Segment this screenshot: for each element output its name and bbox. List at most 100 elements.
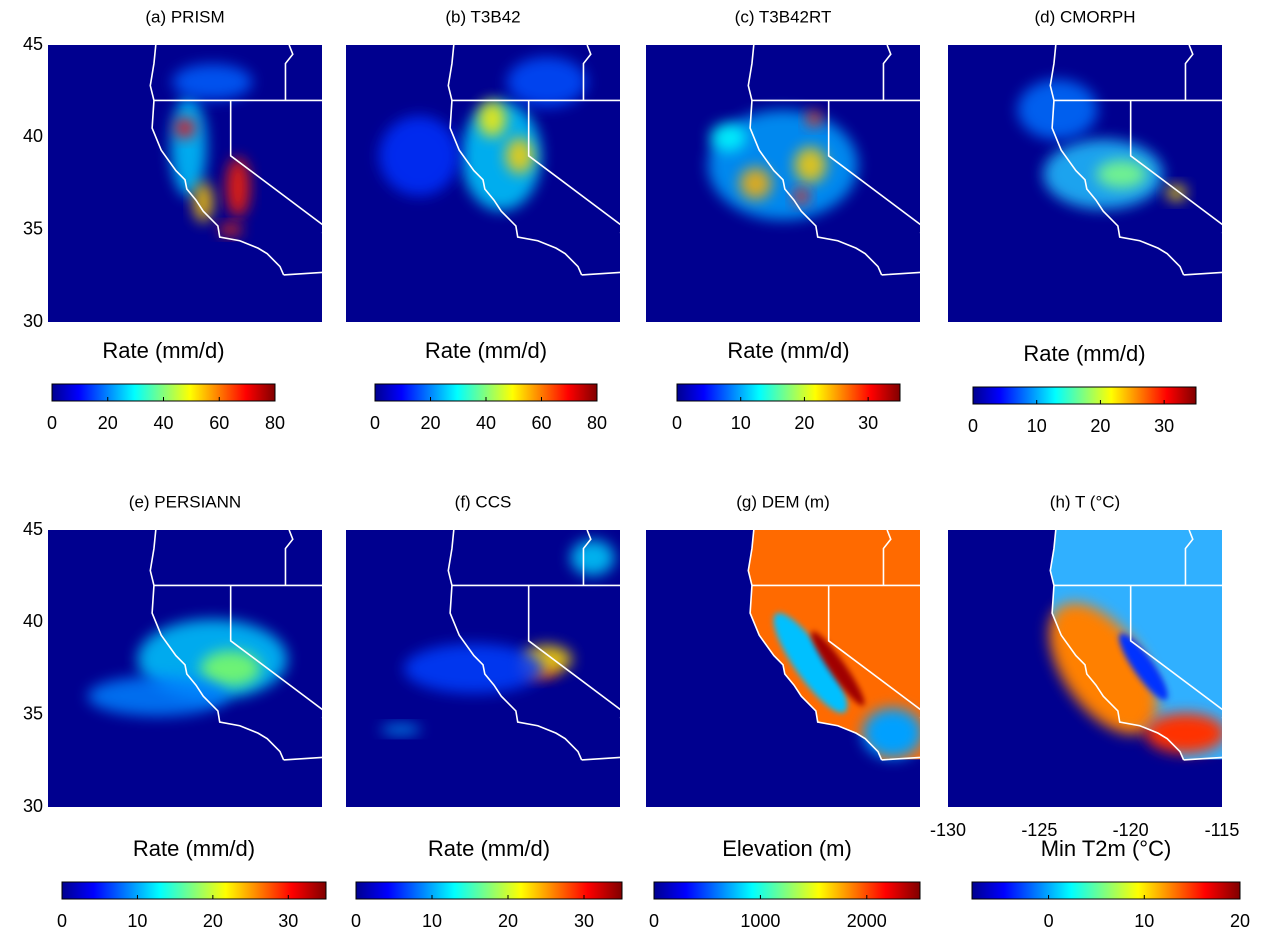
y-tick-label: 35 — [23, 703, 43, 723]
colorbar-tick-label: 80 — [265, 413, 285, 433]
colorbar-tick-label: 0 — [351, 911, 361, 931]
colorbar-tick-label: 20 — [203, 911, 223, 931]
rain-field — [226, 157, 250, 217]
map-panel: (c) T3B42RT Rate (mm/d) 0 10 20 30 — [646, 7, 929, 432]
colorbar-tick-label: 10 — [1027, 416, 1047, 436]
map-panel: (e) PERSIANN 45 40 35 30 Rate (mm/d) 0 10 20 30 — [23, 492, 331, 930]
colorbar-label: Elevation (m) — [722, 836, 852, 861]
map-image — [346, 512, 629, 807]
x-tick-label: -130 — [930, 820, 966, 840]
map-image — [948, 512, 1240, 807]
colorbar-tick-label: 20 — [98, 413, 118, 433]
panel-title: (g) DEM (m) — [736, 492, 829, 511]
map-panel: (g) DEM (m) Elevation (m) 0 1000 2000 — [646, 492, 938, 930]
rain-field — [740, 168, 772, 200]
rain-field — [404, 644, 544, 694]
y-tick-label: 45 — [23, 34, 43, 54]
rain-field — [507, 57, 587, 107]
y-tick-label: 45 — [23, 519, 43, 539]
colorbar — [972, 882, 1240, 899]
colorbar-tick-label: 10 — [422, 911, 442, 931]
y-tick-label: 40 — [23, 126, 43, 146]
y-tick-label: 30 — [23, 311, 43, 331]
colorbar-tick-label: 20 — [498, 911, 518, 931]
map-image — [48, 512, 331, 807]
rain-field — [381, 724, 421, 734]
colorbar-tick-label: 40 — [476, 413, 496, 433]
map-image — [646, 27, 929, 322]
colorbar-label: Rate (mm/d) — [102, 338, 224, 363]
map-panel: (d) CMORPH Rate (mm/d) 0 10 20 30 — [948, 7, 1231, 435]
colorbar-tick-label: 20 — [1230, 911, 1250, 931]
colorbar-tick-label: 20 — [420, 413, 440, 433]
rain-field — [219, 224, 243, 236]
colorbar — [62, 882, 326, 899]
rain-field — [478, 101, 506, 137]
colorbar-tick-label: 20 — [794, 413, 814, 433]
x-tick-label: -115 — [1205, 820, 1240, 840]
map-image — [646, 512, 938, 807]
map-panel: (b) T3B42 Rate (mm/d) 0 20 40 60 80 — [346, 7, 629, 432]
colorbar-tick-label: 30 — [278, 911, 298, 931]
colorbar-tick-label: 40 — [153, 413, 173, 433]
rain-field — [379, 116, 459, 196]
colorbar-tick-label: 10 — [127, 911, 147, 931]
rain-field — [710, 123, 746, 151]
colorbar-tick-label: 1000 — [740, 911, 780, 931]
map-panel: (f) CCS Rate (mm/d) 0 10 20 30 — [346, 492, 629, 930]
map-image — [948, 27, 1231, 322]
rain-field — [88, 676, 228, 716]
colorbar-tick-label: 80 — [587, 413, 607, 433]
colorbar-tick-label: 2000 — [847, 911, 887, 931]
colorbar-tick-label: 30 — [574, 911, 594, 931]
colorbar — [677, 384, 900, 401]
map-image — [48, 27, 331, 322]
y-tick-label: 35 — [23, 218, 43, 238]
colorbar-tick-label: 30 — [1154, 416, 1174, 436]
colorbar-label: Min T2m (°C) — [1041, 836, 1172, 861]
map-panel: (a) PRISM 45 40 35 30 Rate (mm/d) 0 20 40 60 80 — [23, 7, 331, 432]
colorbar-label: Rate (mm/d) — [1023, 341, 1145, 366]
rain-field — [171, 97, 207, 197]
colorbar-tick-label: 10 — [1134, 911, 1154, 931]
panel-title: (h) T (°C) — [1050, 492, 1120, 511]
colorbar-tick-label: 60 — [209, 413, 229, 433]
colorbar-tick-label: 0 — [672, 413, 682, 433]
colorbar-label: Rate (mm/d) — [428, 836, 550, 861]
colorbar — [356, 882, 622, 899]
colorbar-label: Rate (mm/d) — [425, 338, 547, 363]
colorbar-tick-label: 10 — [731, 413, 751, 433]
colorbar-tick-label: 0 — [649, 911, 659, 931]
colorbar-tick-label: 0 — [968, 416, 978, 436]
rain-field — [1097, 160, 1147, 188]
panel-title: (f) CCS — [455, 492, 512, 511]
colorbar-tick-label: 0 — [370, 413, 380, 433]
y-tick-label: 30 — [23, 796, 43, 816]
rain-field — [571, 540, 615, 576]
panel-title: (e) PERSIANN — [129, 492, 241, 511]
panel-title: (d) CMORPH — [1034, 7, 1135, 26]
rain-field — [172, 64, 252, 100]
colorbar-tick-label: 60 — [531, 413, 551, 433]
y-tick-label: 40 — [23, 611, 43, 631]
rain-field — [794, 147, 826, 183]
desert — [863, 708, 923, 758]
colorbar-tick-label: 20 — [1090, 416, 1110, 436]
colorbar-tick-label: 0 — [57, 911, 67, 931]
colorbar-label: Rate (mm/d) — [133, 836, 255, 861]
rain-field — [175, 118, 195, 138]
colorbar-tick-label: 0 — [1044, 911, 1054, 931]
rain-field — [1018, 80, 1098, 140]
colorbar — [654, 882, 920, 899]
panel-title: (c) T3B42RT — [735, 7, 832, 26]
rain-field — [1166, 185, 1186, 201]
colorbar-tick-label: 30 — [858, 413, 878, 433]
colorbar — [973, 387, 1196, 404]
colorbar-label: Rate (mm/d) — [727, 338, 849, 363]
colorbar-tick-label: 0 — [47, 413, 57, 433]
panel-title: (a) PRISM — [145, 7, 224, 26]
map-image — [346, 27, 629, 322]
figure: (a) PRISM45403530Rate (mm/d)020406080(b)… — [0, 0, 1264, 935]
panel-title: (b) T3B42 — [445, 7, 520, 26]
